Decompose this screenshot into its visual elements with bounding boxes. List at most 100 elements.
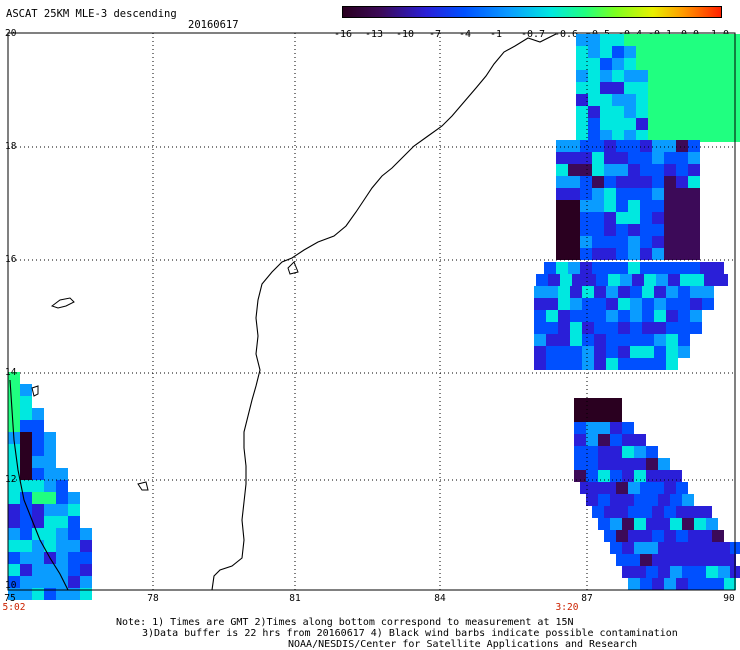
wind-cell xyxy=(20,588,32,600)
wind-cell xyxy=(610,446,622,458)
wind-cell xyxy=(688,578,700,590)
wind-cell xyxy=(634,494,646,506)
wind-cell xyxy=(44,492,56,504)
wind-cell xyxy=(580,200,592,212)
wind-cell xyxy=(574,470,586,482)
wind-cell xyxy=(80,588,92,600)
wind-cell xyxy=(624,94,636,106)
wind-cell xyxy=(660,118,672,130)
wind-cell xyxy=(588,70,600,82)
wind-cell xyxy=(628,482,640,494)
wind-cell xyxy=(708,118,720,130)
wind-cell xyxy=(666,346,678,358)
wind-cell xyxy=(616,262,628,274)
wind-cell xyxy=(546,346,558,358)
wind-cell xyxy=(548,274,560,286)
wind-cell xyxy=(718,566,730,578)
wind-cell xyxy=(636,82,648,94)
wind-cell xyxy=(534,322,546,334)
wind-cell xyxy=(592,212,604,224)
wind-cell xyxy=(640,212,652,224)
wind-cell xyxy=(616,224,628,236)
wind-cell xyxy=(8,420,20,432)
wind-cell xyxy=(68,564,80,576)
wind-cell xyxy=(630,334,642,346)
wind-cell xyxy=(658,494,670,506)
wind-cell xyxy=(690,286,702,298)
wind-cell xyxy=(616,530,628,542)
wind-cell xyxy=(618,358,630,370)
wind-cell xyxy=(708,58,720,70)
wind-cell xyxy=(628,200,640,212)
wind-cell xyxy=(672,82,684,94)
wind-cell xyxy=(630,322,642,334)
wind-cell xyxy=(646,470,658,482)
wind-cell xyxy=(604,212,616,224)
wind-cell xyxy=(622,494,634,506)
wind-cell xyxy=(68,492,80,504)
wind-cell xyxy=(594,298,606,310)
wind-cell xyxy=(534,358,546,370)
wind-cell xyxy=(664,506,676,518)
wind-cell xyxy=(8,372,20,384)
wind-cell xyxy=(708,106,720,118)
wind-cell xyxy=(586,458,598,470)
wind-cell xyxy=(628,578,640,590)
wind-cell xyxy=(708,34,720,46)
wind-cell xyxy=(610,458,622,470)
wind-cell xyxy=(32,420,44,432)
wind-cell xyxy=(588,106,600,118)
wind-cell xyxy=(580,248,592,260)
wind-cell xyxy=(8,540,20,552)
wind-cell xyxy=(580,224,592,236)
wind-cell xyxy=(694,542,706,554)
wind-cell xyxy=(672,46,684,58)
wind-cell xyxy=(616,200,628,212)
wind-cell xyxy=(618,334,630,346)
wind-cell xyxy=(676,530,688,542)
wind-cell xyxy=(600,106,612,118)
wind-cell xyxy=(640,554,652,566)
wind-cell xyxy=(622,434,634,446)
wind-cell xyxy=(708,130,720,142)
wind-cell xyxy=(658,470,670,482)
wind-cell xyxy=(592,140,604,152)
wind-cell xyxy=(642,346,654,358)
wind-cell xyxy=(580,482,592,494)
colorbar-tick: -0.7 xyxy=(520,29,546,40)
wind-cell xyxy=(664,248,676,260)
wind-cell xyxy=(546,286,558,298)
wind-cell xyxy=(624,106,636,118)
wind-cell xyxy=(610,398,622,410)
product-title: ASCAT 25KM MLE-3 descending xyxy=(6,8,177,20)
wind-cell xyxy=(606,322,618,334)
wind-cell xyxy=(676,164,688,176)
wind-cell xyxy=(666,334,678,346)
wind-cell xyxy=(56,540,68,552)
wind-cell xyxy=(624,58,636,70)
wind-cell xyxy=(688,152,700,164)
wind-cell xyxy=(582,298,594,310)
wind-cell xyxy=(732,130,740,142)
wind-cell xyxy=(634,566,646,578)
wind-cell xyxy=(624,70,636,82)
wind-cell xyxy=(676,200,688,212)
wind-cell xyxy=(20,456,32,468)
wind-cell xyxy=(654,358,666,370)
wind-cell xyxy=(660,34,672,46)
wind-cell xyxy=(546,334,558,346)
wind-cell xyxy=(652,200,664,212)
wind-cell xyxy=(20,420,32,432)
wind-cell xyxy=(8,468,20,480)
wind-cell xyxy=(732,70,740,82)
wind-cell xyxy=(80,564,92,576)
wind-cell xyxy=(8,528,20,540)
wind-cell xyxy=(676,482,688,494)
wind-cell xyxy=(20,384,32,396)
wind-cell xyxy=(636,118,648,130)
wind-cell xyxy=(720,82,732,94)
wind-cell xyxy=(648,34,660,46)
wind-cell xyxy=(652,506,664,518)
wind-cell xyxy=(56,516,68,528)
wind-cell xyxy=(646,446,658,458)
